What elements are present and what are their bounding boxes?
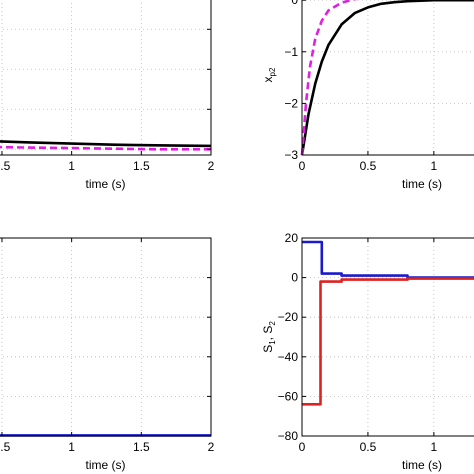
x-tick-label: 0.5 xyxy=(0,159,11,173)
y-axis-label-subscript: p2 xyxy=(268,67,277,76)
x-tick-label: 1.5 xyxy=(133,440,150,454)
x-axis-label: time (s) xyxy=(402,177,442,191)
x-tick-label: 0.5 xyxy=(360,159,377,173)
y-tick-label: −20 xyxy=(278,310,299,324)
y-tick-label: 0 xyxy=(291,0,298,7)
series-line-2 xyxy=(302,277,474,406)
axes-frame xyxy=(0,0,212,156)
series-line-2 xyxy=(300,0,359,156)
y-tick-label: 20 xyxy=(285,231,299,245)
series-line-1 xyxy=(0,140,212,148)
x-tick-label: 1 xyxy=(431,159,438,173)
y-tick-label: −3 xyxy=(284,148,298,162)
series-line-1 xyxy=(300,0,474,156)
y-axis-label-separator: , S xyxy=(261,326,275,341)
x-tick-label: 0 xyxy=(299,440,306,454)
x-axis-label: time (s) xyxy=(86,177,126,191)
y-axis-label: S1, S2 xyxy=(261,321,277,353)
axes-frame xyxy=(301,0,474,156)
x-tick-label: 2 xyxy=(208,159,215,173)
y-axis-label-subscript-1: 1 xyxy=(268,340,277,345)
x-tick-label: 2 xyxy=(208,440,215,454)
axes-frame xyxy=(0,237,212,437)
y-tick-label: −2 xyxy=(284,96,298,110)
series-line-1 xyxy=(302,240,474,279)
y-tick-label: −1 xyxy=(284,45,298,59)
x-tick-label: 0 xyxy=(299,159,306,173)
series-line-2 xyxy=(0,145,211,151)
x-tick-label: 1 xyxy=(431,440,438,454)
y-tick-label: −60 xyxy=(278,389,299,403)
y-tick-label: −40 xyxy=(278,350,299,364)
x-axis-label: time (s) xyxy=(86,458,126,472)
plot-panel-top-left: 0.5 1 1.5 2 time (s) xyxy=(0,0,215,191)
axes-frame xyxy=(301,237,474,437)
x-tick-label: 0.5 xyxy=(0,440,11,454)
y-axis-label-main: x xyxy=(261,76,275,82)
x-tick-label: 1 xyxy=(68,159,75,173)
x-tick-label: 0.5 xyxy=(360,440,377,454)
y-tick-label: 0 xyxy=(291,271,298,285)
plot-panel-bottom-left: 0.5 1 1.5 2 time (s) xyxy=(0,237,215,472)
y-tick-label: −80 xyxy=(278,429,299,443)
y-axis-label: xp2 xyxy=(261,67,277,82)
x-tick-label: 1 xyxy=(68,440,75,454)
y-axis-label-subscript-2: 2 xyxy=(268,321,277,326)
plot-panel-top-right: 0 0.5 1 0 −1 −2 −3 time (s) xp2 xyxy=(261,0,474,191)
y-axis-label-main: S xyxy=(261,345,275,353)
x-axis-label: time (s) xyxy=(402,458,442,472)
x-tick-label: 1.5 xyxy=(133,159,150,173)
